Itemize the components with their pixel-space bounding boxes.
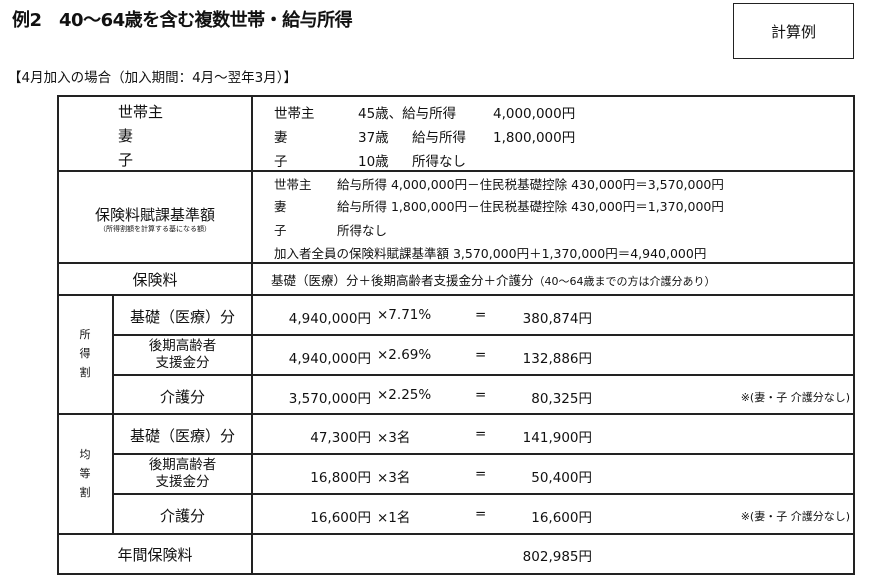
member-label: 子 — [118, 151, 134, 169]
income-based-label: 所得割 — [79, 328, 91, 379]
subtitle: 【4月加入の場合（加入期間：4月～翌年3月）】 — [8, 70, 298, 86]
divider — [57, 573, 855, 575]
base-line: 所得なし — [337, 223, 388, 238]
premium-label: 保険料 — [132, 271, 178, 289]
base-who: 世帯主 — [274, 177, 312, 192]
row-equals: = — [475, 347, 487, 363]
divider — [113, 374, 855, 376]
annual-label: 年間保険料 — [117, 546, 193, 564]
premium-formula: 基礎（医療）分＋後期高齢者支援金分＋介護分（40～64歳までの方は介護分あり） — [271, 270, 716, 289]
row-result: 50,400円 — [531, 470, 592, 486]
row-rate: ×3名 — [377, 430, 411, 446]
row-label: 基礎（医療）分 — [129, 308, 235, 326]
divider — [113, 334, 855, 336]
row-base: 4,940,000円 — [288, 311, 371, 327]
member-desc: 給与所得 — [412, 130, 466, 146]
premium-text: 基礎（医療）分＋後期高齢者支援金分＋介護分 — [271, 273, 534, 288]
member-who: 世帯主 — [274, 106, 315, 122]
row-base: 16,600円 — [310, 510, 371, 526]
member-label: 世帯主 — [118, 103, 164, 121]
member-income: 4,000,000円 — [493, 106, 576, 122]
row-label-line: 後期高齢者 — [148, 338, 217, 354]
page-title: 例2 40～64歳を含む複数世帯・給与所得 — [12, 10, 353, 31]
row-result: 16,600円 — [531, 510, 592, 526]
row-base: 16,800円 — [310, 470, 371, 486]
row-label: 後期高齢者 支援金分 — [114, 457, 251, 491]
base-who: 妻 — [274, 199, 287, 214]
base-sublabel: （所得割額を計算する基になる額） — [99, 225, 211, 233]
divider — [57, 533, 855, 535]
row-rate: ×2.69% — [377, 347, 432, 363]
divider — [57, 294, 855, 296]
row-label-line: 支援金分 — [155, 355, 210, 371]
divider — [57, 170, 855, 172]
member-who: 妻 — [274, 130, 288, 146]
row-equals: = — [475, 307, 487, 323]
divider — [57, 95, 59, 575]
member-label: 妻 — [118, 127, 134, 145]
row-base: 4,940,000円 — [288, 351, 371, 367]
row-result: 141,900円 — [522, 430, 592, 446]
divider — [57, 413, 855, 415]
per-capita-label: 均等割 — [79, 448, 91, 499]
base-line: 給与所得 4,000,000円－住民税基礎控除 430,000円＝3,570,0… — [337, 177, 724, 192]
member-age: 37歳 — [358, 130, 389, 146]
row-rate: ×7.71% — [377, 307, 432, 323]
row-base: 3,570,000円 — [288, 391, 371, 407]
member-age: 10歳 — [358, 154, 389, 170]
member-who: 子 — [274, 154, 288, 170]
row-note: ※(妻・子 介護分なし) — [740, 510, 850, 523]
member-age: 45歳、給与所得 — [358, 106, 457, 122]
row-label: 後期高齢者 支援金分 — [114, 338, 251, 372]
row-label-line: 後期高齢者 — [148, 457, 217, 473]
row-result: 380,874円 — [522, 311, 592, 327]
divider — [57, 95, 855, 97]
row-base: 47,300円 — [310, 430, 371, 446]
row-equals: = — [475, 466, 487, 482]
base-who: 子 — [274, 223, 287, 238]
row-label: 基礎（医療）分 — [129, 427, 235, 445]
divider — [853, 95, 855, 575]
row-label: 介護分 — [159, 388, 205, 406]
base-label: 保険料賦課基準額 — [94, 206, 215, 224]
row-result: 132,886円 — [522, 351, 592, 367]
row-label-line: 支援金分 — [155, 474, 210, 490]
row-label: 介護分 — [159, 507, 205, 525]
annual-value: 802,985円 — [522, 549, 592, 565]
row-equals: = — [475, 387, 487, 403]
divider — [57, 262, 855, 264]
member-income: 1,800,000円 — [493, 130, 576, 146]
divider — [251, 95, 253, 575]
row-result: 80,325円 — [531, 391, 592, 407]
calculation-example-badge: 計算例 — [733, 3, 854, 59]
divider — [113, 453, 855, 455]
row-rate: ×2.25% — [377, 387, 432, 403]
member-desc: 所得なし — [412, 154, 466, 170]
base-line: 給与所得 1,800,000円－住民税基礎控除 430,000円＝1,370,0… — [337, 199, 724, 214]
divider — [113, 493, 855, 495]
divider — [112, 294, 114, 534]
row-rate: ×3名 — [377, 470, 411, 486]
row-note: ※(妻・子 介護分なし) — [740, 391, 850, 404]
base-total: 加入者全員の保険料賦課基準額 3,570,000円＋1,370,000円＝4,9… — [274, 246, 707, 261]
row-equals: = — [475, 506, 487, 522]
premium-note: （40～64歳までの方は介護分あり） — [533, 275, 716, 288]
row-equals: = — [475, 426, 487, 442]
row-rate: ×1名 — [377, 510, 411, 526]
